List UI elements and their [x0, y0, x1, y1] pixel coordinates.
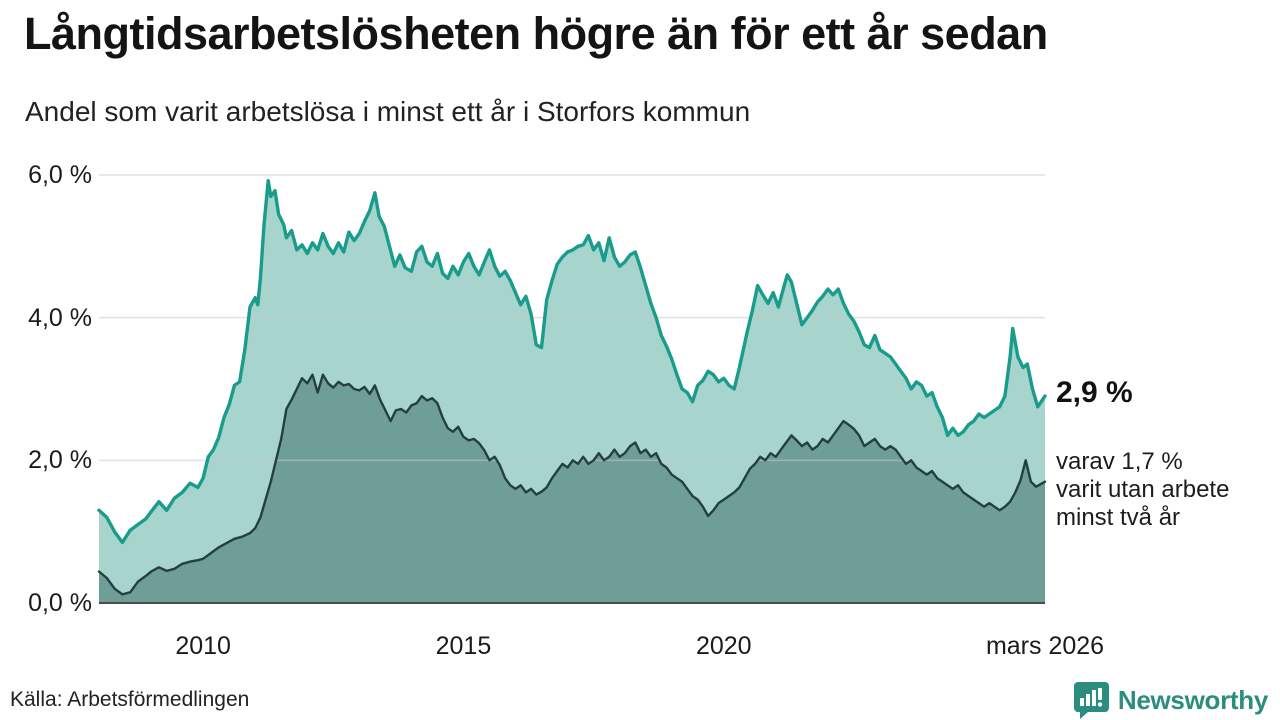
newsworthy-logo-text: Newsworthy: [1117, 684, 1268, 715]
x-tick-label: 2020: [695, 632, 752, 660]
y-tick-label-6: 6,0 %: [28, 161, 92, 189]
series-1-line: [97, 373, 1047, 596]
y-tick-label-0: 0,0 %: [28, 589, 92, 617]
page-title: Långtidsarbetslösheten högre än för ett …: [24, 8, 1048, 59]
x-tick-label: 2010: [175, 632, 231, 660]
newsworthy-logo-icon: [1073, 682, 1109, 719]
newsworthy-logo[interactable]: Newsworthy: [1073, 681, 1268, 719]
end-label-one-year: 2,9 %: [1056, 376, 1133, 409]
end-label-two-years-line3: minst två år: [1056, 504, 1181, 531]
series-0-line: [97, 179, 1047, 545]
y-tick-label-2: 2,0 %: [28, 446, 92, 475]
x-tick-label: mars 2026: [985, 632, 1105, 660]
chart-subtitle: Andel som varit arbetslösa i minst ett å…: [25, 96, 751, 127]
end-label-two-years: varav 1,7 % varit utan arbete minst två …: [1056, 448, 1229, 532]
source-credit: Källa: Arbetsförmedlingen: [10, 688, 250, 711]
end-label-two-years-line1: varav 1,7 %: [1056, 448, 1183, 475]
y-tick-label-4: 4,0 %: [28, 303, 92, 332]
end-label-two-years-line2: varit utan arbete: [1056, 476, 1230, 503]
x-tick-label: 2015: [435, 632, 492, 660]
series-1-area: [99, 374, 1045, 603]
